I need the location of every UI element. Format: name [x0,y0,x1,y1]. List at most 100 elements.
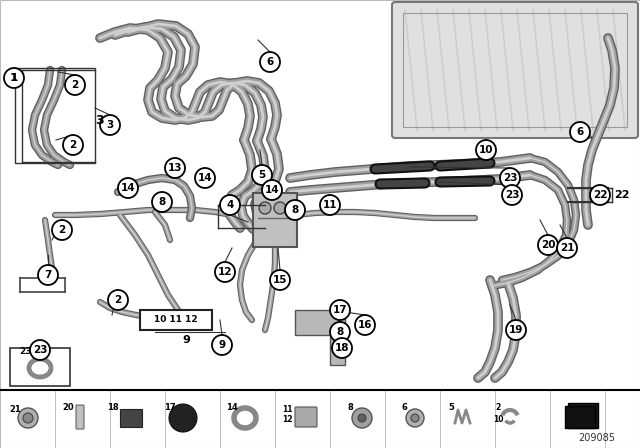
Text: 14: 14 [198,173,212,183]
Text: 5: 5 [448,402,454,412]
Text: 6: 6 [266,57,274,67]
Text: 8: 8 [337,327,344,337]
Circle shape [262,180,282,200]
Circle shape [252,165,272,185]
FancyBboxPatch shape [295,407,317,427]
Circle shape [411,414,419,422]
Text: 22: 22 [593,190,607,200]
Text: 23: 23 [505,190,519,200]
Circle shape [270,270,290,290]
Text: 2: 2 [495,402,500,412]
Circle shape [220,195,240,215]
Circle shape [30,340,50,360]
Circle shape [330,322,350,342]
Circle shape [100,115,120,135]
Text: 2: 2 [115,295,122,305]
Circle shape [165,158,185,178]
Text: 12: 12 [218,267,232,277]
FancyBboxPatch shape [120,409,142,427]
FancyBboxPatch shape [76,405,84,429]
Text: 14: 14 [226,402,238,412]
Circle shape [406,409,424,427]
Polygon shape [568,403,598,428]
Circle shape [285,200,305,220]
Text: 18: 18 [107,404,119,413]
Text: 4: 4 [227,200,234,210]
Text: 9: 9 [182,335,190,345]
Text: 11: 11 [282,405,292,414]
Circle shape [195,168,215,188]
Circle shape [108,290,128,310]
Bar [565,406,595,428]
FancyBboxPatch shape [253,193,297,247]
Circle shape [570,122,590,142]
Circle shape [152,192,172,212]
Circle shape [260,52,280,72]
Bar [10,348,70,386]
Bar [15,68,95,163]
Text: 1: 1 [10,73,18,83]
Circle shape [4,68,24,88]
Circle shape [52,220,72,240]
Text: 19: 19 [509,325,523,335]
Text: 8: 8 [291,205,299,215]
Text: 14: 14 [121,183,135,193]
Text: 14: 14 [265,185,279,195]
Text: 6: 6 [577,127,584,137]
Text: 17: 17 [333,305,348,315]
Circle shape [355,315,375,335]
Circle shape [118,178,138,198]
Circle shape [18,408,38,428]
Text: 15: 15 [273,275,287,285]
Circle shape [320,195,340,215]
Text: 3: 3 [96,113,104,126]
Circle shape [590,185,610,205]
Text: 10 11 12: 10 11 12 [154,315,198,324]
Circle shape [476,140,496,160]
Text: 8: 8 [158,197,166,207]
Text: 10: 10 [479,145,493,155]
Text: 7: 7 [44,270,52,280]
Circle shape [274,202,286,214]
Text: 22: 22 [614,190,630,200]
Circle shape [259,202,271,214]
Circle shape [352,408,372,428]
Circle shape [500,168,520,188]
Text: 10: 10 [493,414,503,423]
Text: 209085: 209085 [578,433,615,443]
Text: 5: 5 [259,170,266,180]
Circle shape [63,135,83,155]
Text: 23: 23 [503,173,517,183]
Text: 13: 13 [168,163,182,173]
Circle shape [215,262,235,282]
Circle shape [330,300,350,320]
Circle shape [358,414,366,422]
Circle shape [65,75,85,95]
Text: 23: 23 [19,348,31,357]
Text: 8: 8 [347,402,353,412]
Circle shape [212,335,232,355]
Circle shape [506,320,526,340]
Text: 3: 3 [106,120,114,130]
Circle shape [502,185,522,205]
Text: 21: 21 [560,243,574,253]
Text: 11: 11 [323,200,337,210]
Text: 2: 2 [72,80,79,90]
Bar [140,310,212,330]
Text: 18: 18 [335,343,349,353]
Text: 9: 9 [218,340,225,350]
Text: 2: 2 [69,140,77,150]
Text: 6: 6 [401,402,407,412]
Text: 16: 16 [358,320,372,330]
Circle shape [557,238,577,258]
Text: 21: 21 [9,405,21,414]
FancyBboxPatch shape [392,2,638,138]
Circle shape [38,265,58,285]
Text: 23: 23 [33,345,47,355]
Circle shape [23,413,33,423]
Circle shape [169,404,197,432]
Text: 17: 17 [164,402,176,412]
Text: 20: 20 [541,240,556,250]
Circle shape [538,235,558,255]
Text: 20: 20 [62,404,74,413]
